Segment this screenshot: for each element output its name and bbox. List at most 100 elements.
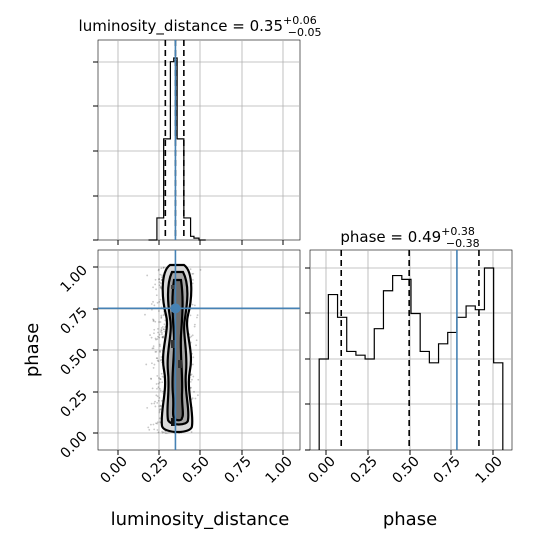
sample-point — [161, 375, 164, 378]
sample-point — [155, 288, 157, 291]
sample-point — [153, 328, 156, 331]
x-tick-label: 0.25 — [138, 454, 171, 487]
sample-point — [156, 429, 159, 431]
sample-point — [155, 350, 158, 353]
joint-panel: 0.00 0.25 0.50 0.75 1.00 0.00 0.25 0.50 … — [22, 249, 301, 530]
sample-point — [189, 314, 192, 317]
sample-point — [159, 404, 162, 407]
sample-point — [151, 387, 154, 390]
phase-x-tick-labels: 0.00 0.25 0.50 0.75 1.00 — [305, 454, 505, 487]
sample-point — [154, 337, 157, 340]
sample-point — [159, 378, 162, 380]
sample-point — [158, 381, 161, 384]
sample-point — [159, 286, 162, 289]
sample-point — [160, 358, 163, 361]
sample-point — [156, 395, 159, 398]
sample-point — [166, 432, 168, 435]
sample-point — [157, 335, 159, 338]
sample-point — [192, 272, 195, 275]
sample-point — [160, 327, 163, 329]
sample-point — [196, 316, 198, 319]
sample-point — [192, 356, 195, 359]
sample-point — [157, 268, 160, 271]
x-tick-label: 0.00 — [305, 454, 338, 487]
sample-point — [190, 335, 193, 338]
sample-point — [144, 313, 146, 316]
sample-point — [164, 432, 167, 435]
density-cell — [171, 340, 175, 348]
sample-point — [159, 351, 162, 353]
sample-point — [159, 405, 162, 408]
sample-point — [156, 422, 159, 425]
sample-point — [145, 363, 148, 366]
sample-point — [152, 423, 155, 426]
sample-point — [157, 360, 160, 363]
sample-point — [159, 321, 162, 323]
x-tick-label: 0.50 — [389, 454, 422, 487]
sample-point — [163, 330, 166, 333]
sample-point — [159, 389, 162, 392]
y-tick-label: 0.75 — [57, 305, 90, 338]
sample-point — [199, 269, 202, 271]
ld-hist-grid — [98, 40, 300, 240]
sample-point — [159, 345, 161, 348]
sample-point — [158, 281, 161, 284]
joint-yticks — [93, 266, 98, 434]
sample-point — [161, 333, 163, 336]
sample-point — [159, 378, 162, 381]
sample-point — [157, 382, 160, 385]
sample-point — [160, 316, 163, 318]
sample-point — [161, 336, 164, 338]
sample-point — [152, 286, 154, 289]
density-cell — [171, 418, 175, 426]
phase-hist-step — [318, 267, 504, 450]
sample-point — [161, 331, 163, 334]
sample-point — [152, 345, 155, 348]
sample-point — [162, 335, 165, 338]
sample-point — [150, 377, 152, 380]
contour-inner — [171, 278, 184, 422]
sample-point — [191, 397, 194, 400]
sample-point — [197, 378, 200, 381]
sample-point — [158, 333, 161, 336]
sample-point — [161, 274, 163, 277]
joint-x-tick-labels: 0.00 0.25 0.50 0.75 1.00 — [97, 454, 295, 487]
sample-point — [191, 334, 194, 337]
sample-point — [154, 400, 156, 403]
sample-point — [159, 359, 162, 362]
sample-point — [157, 331, 159, 334]
sample-point — [157, 399, 160, 402]
sample-point — [155, 422, 157, 425]
density-cell — [171, 285, 175, 289]
sample-point — [192, 278, 194, 281]
y-axis-label-phase: phase — [22, 323, 43, 377]
sample-point — [162, 431, 165, 434]
ld-hist-step — [148, 57, 206, 241]
sample-point — [156, 338, 159, 340]
ld-hist-xticks — [117, 240, 284, 245]
sample-point — [160, 329, 163, 332]
sample-point — [160, 356, 163, 358]
sample-point — [153, 332, 155, 335]
sample-point — [196, 314, 199, 317]
sample-point — [162, 328, 165, 331]
ld-hist-frame — [97, 39, 301, 241]
y-tick-label: 0.50 — [57, 346, 90, 379]
sample-point — [158, 397, 161, 399]
sample-point — [158, 336, 161, 339]
sample-point — [160, 317, 163, 319]
sample-point — [149, 334, 151, 336]
sample-point — [156, 401, 159, 404]
sample-point — [146, 274, 149, 277]
sample-point — [162, 335, 164, 338]
x-tick-label: 1.00 — [262, 454, 295, 487]
sample-point — [160, 329, 163, 331]
sample-point — [158, 387, 161, 390]
y-tick-label: 1.00 — [57, 263, 90, 296]
sample-point — [190, 386, 192, 389]
sample-point — [193, 304, 196, 307]
sample-point — [163, 328, 165, 331]
sample-point — [191, 303, 194, 306]
sample-point — [159, 282, 162, 285]
